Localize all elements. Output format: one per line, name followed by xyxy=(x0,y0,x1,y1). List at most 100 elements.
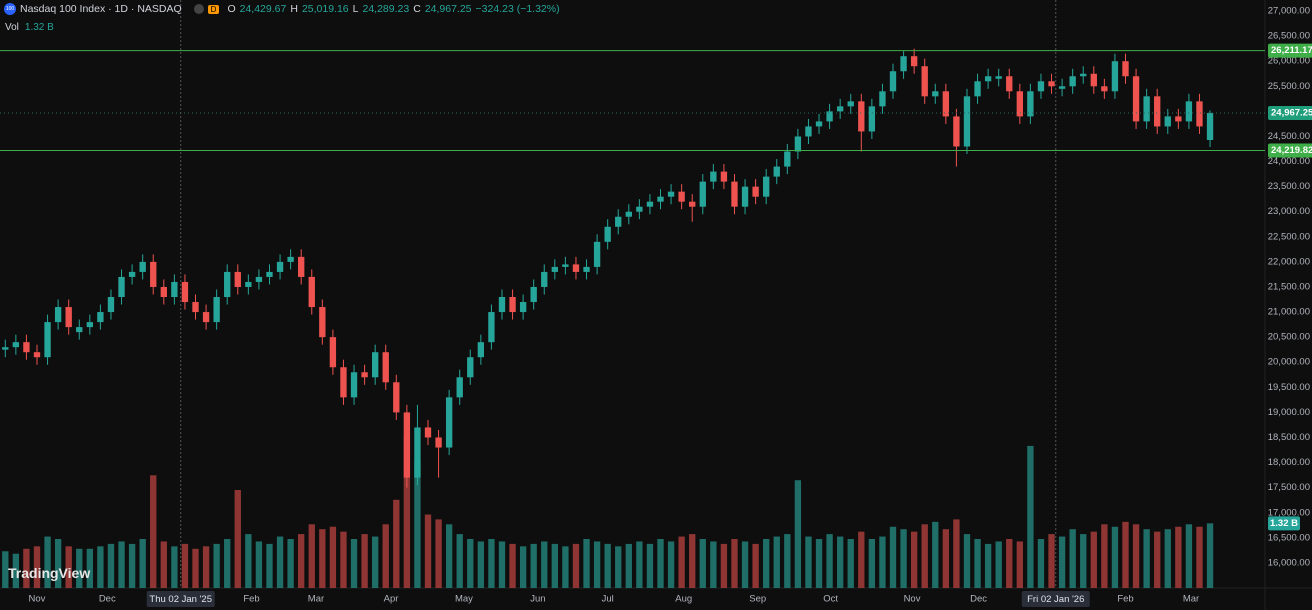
volume-bar xyxy=(889,526,897,588)
candle-body xyxy=(266,271,273,277)
candle-body xyxy=(815,121,823,127)
volume-bar xyxy=(128,543,136,588)
candle-body xyxy=(847,101,854,107)
volume-bar xyxy=(160,541,167,588)
candle-body xyxy=(403,412,411,478)
volume-bar xyxy=(615,546,622,588)
volume-bar xyxy=(139,539,146,588)
y-tick-label: 22,500.00 xyxy=(1268,231,1310,242)
candle-body xyxy=(1037,81,1045,92)
volume-label-box xyxy=(1268,516,1300,531)
candle-body xyxy=(23,342,30,353)
volume-bar xyxy=(858,531,865,588)
volume-bar xyxy=(932,521,939,588)
candle-body xyxy=(361,372,368,378)
candle-body xyxy=(76,327,83,333)
candle-body xyxy=(329,337,337,368)
volume-bar xyxy=(86,548,93,588)
volume-bar xyxy=(741,541,749,588)
volume-bar xyxy=(678,536,685,588)
price-label: 24,967.25 xyxy=(1271,108,1312,119)
volume-bar xyxy=(1090,531,1097,588)
candle-body xyxy=(720,171,728,182)
volume-bar xyxy=(530,543,537,588)
candle-body xyxy=(1027,91,1034,117)
volume-bar xyxy=(815,539,823,588)
x-tick-label: Mar xyxy=(1183,594,1199,605)
y-tick-label: 27,000.00 xyxy=(1268,6,1310,17)
volume-bar xyxy=(12,553,20,588)
x-tick-label: Apr xyxy=(384,594,399,605)
candle-body xyxy=(900,56,907,72)
candle-body xyxy=(467,357,474,378)
volume-bar xyxy=(541,541,548,588)
volume-bar xyxy=(192,548,199,588)
volume-bar xyxy=(382,524,389,588)
candle-body xyxy=(393,382,400,413)
volume-bar xyxy=(699,539,706,588)
volume-bar xyxy=(1101,524,1108,588)
volume-bar xyxy=(752,543,759,588)
candle-body xyxy=(763,176,770,197)
volume-bar xyxy=(424,514,432,588)
volume-bar xyxy=(171,546,178,588)
candle-body xyxy=(805,126,812,137)
volume-bar xyxy=(953,519,960,588)
candle-body xyxy=(836,106,844,112)
volume-bar xyxy=(720,543,728,588)
volume-bar xyxy=(65,546,72,588)
candle-body xyxy=(1143,96,1150,122)
volume-bar xyxy=(1069,529,1076,588)
candle-body xyxy=(1206,113,1214,140)
candle-body xyxy=(1080,73,1087,77)
y-tick-label: 18,000.00 xyxy=(1268,457,1310,468)
ohlc-key: C xyxy=(413,3,421,15)
symbol-name[interactable]: Nasdaq 100 Index · 1D · NASDAQ xyxy=(20,3,182,15)
ohlc-value: 24,289.23 xyxy=(362,3,410,15)
y-tick-label: 17,500.00 xyxy=(1268,482,1310,493)
volume-bar xyxy=(371,536,379,588)
candle-body xyxy=(826,111,833,122)
x-tick-label: Feb xyxy=(243,594,259,605)
volume-bar xyxy=(54,539,62,588)
icon[interactable] xyxy=(193,4,204,14)
volume-bar xyxy=(33,546,41,588)
candle-body xyxy=(245,281,252,287)
y-tick-label: 19,000.00 xyxy=(1268,407,1310,418)
candle-body xyxy=(509,297,516,313)
candle-body xyxy=(298,256,305,277)
volume-bar xyxy=(910,531,918,588)
volume-bar xyxy=(868,539,876,588)
vol-key: Vol xyxy=(5,22,19,33)
volume-bar xyxy=(509,543,516,588)
price-label: 24,219.82 xyxy=(1271,145,1312,156)
volume-bar xyxy=(414,460,421,588)
volume-bar xyxy=(234,490,241,588)
volume-bar xyxy=(625,543,632,588)
candle-body xyxy=(551,266,558,272)
candle-body xyxy=(636,206,643,212)
volume-bar xyxy=(731,539,738,588)
volume-bar xyxy=(1058,536,1066,588)
candle-body xyxy=(445,397,453,448)
volume-bar xyxy=(435,519,442,588)
candle-body xyxy=(287,256,294,262)
volume-bar xyxy=(403,436,411,588)
candle-body xyxy=(308,276,315,308)
volume-bar xyxy=(963,534,971,588)
ohlc-key: H xyxy=(290,3,298,15)
y-tick-label: 18,500.00 xyxy=(1268,432,1310,443)
volume-bar xyxy=(689,534,696,588)
candle-body xyxy=(86,322,93,328)
volume-bar xyxy=(593,541,601,588)
candle-body xyxy=(593,241,601,267)
x-tick-label: Jul xyxy=(602,594,614,605)
volume-bar xyxy=(340,531,347,588)
candle-body xyxy=(530,286,537,303)
candle-body xyxy=(646,201,654,207)
volume-bar xyxy=(805,536,812,588)
volume-bar xyxy=(118,541,125,588)
candle-body xyxy=(995,76,1002,79)
volume-bar xyxy=(984,543,992,588)
candle-body xyxy=(488,312,495,343)
